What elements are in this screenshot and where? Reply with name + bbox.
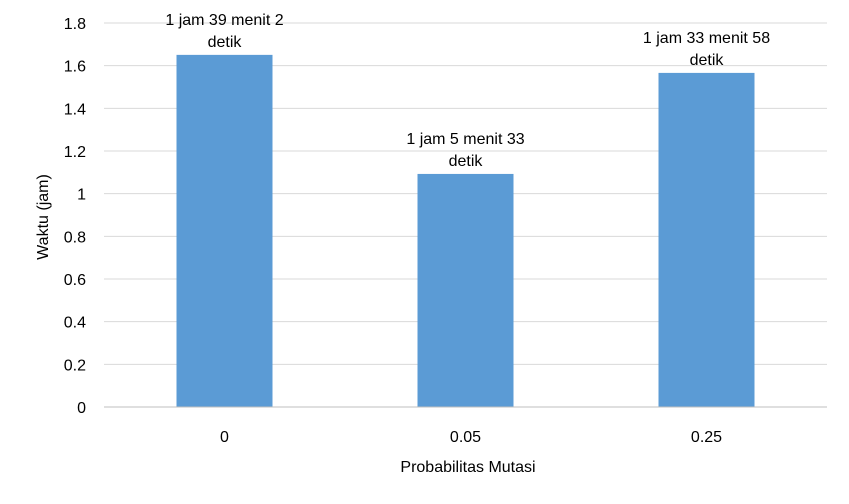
y-axis-ticks: 0 0.2 0.4 0.6 0.8 1 1.2 1.4 1.6 1.8: [64, 16, 86, 417]
bar: [417, 173, 514, 407]
x-axis-title: Probabilitas Mutasi: [400, 459, 535, 476]
y-tick-label: 0.2: [64, 357, 86, 374]
x-tick-label: 0.05: [450, 429, 481, 446]
y-tick-label: 1.8: [64, 16, 86, 33]
y-tick-label: 0.6: [64, 272, 86, 289]
y-tick-label: 1: [77, 187, 86, 204]
y-tick-label: 1.2: [64, 144, 86, 161]
data-labels: 1 jam 39 menit 2 detik 1 jam 5 menit 33 det…: [165, 12, 770, 170]
y-tick-label: 0: [77, 400, 86, 417]
y-axis-title: Waktu (jam): [35, 174, 52, 260]
bar: [658, 72, 755, 407]
y-tick-label: 1.4: [64, 101, 86, 118]
bar: [176, 54, 273, 407]
x-tick-label: 0.25: [691, 429, 722, 446]
y-tick-label: 1.6: [64, 59, 86, 76]
y-tick-label: 0.4: [64, 315, 86, 332]
data-label: 1 jam 39 menit 2: [165, 12, 283, 29]
bars: [176, 54, 755, 407]
data-label: detik: [690, 52, 725, 69]
data-label: 1 jam 5 menit 33: [406, 131, 524, 148]
data-label: detik: [208, 34, 243, 51]
data-label: 1 jam 33 menit 58: [643, 30, 770, 47]
data-label: detik: [449, 153, 484, 170]
y-tick-label: 0.8: [64, 229, 86, 246]
x-axis-ticks: 0 0.05 0.25: [220, 429, 722, 446]
x-tick-label: 0: [220, 429, 229, 446]
